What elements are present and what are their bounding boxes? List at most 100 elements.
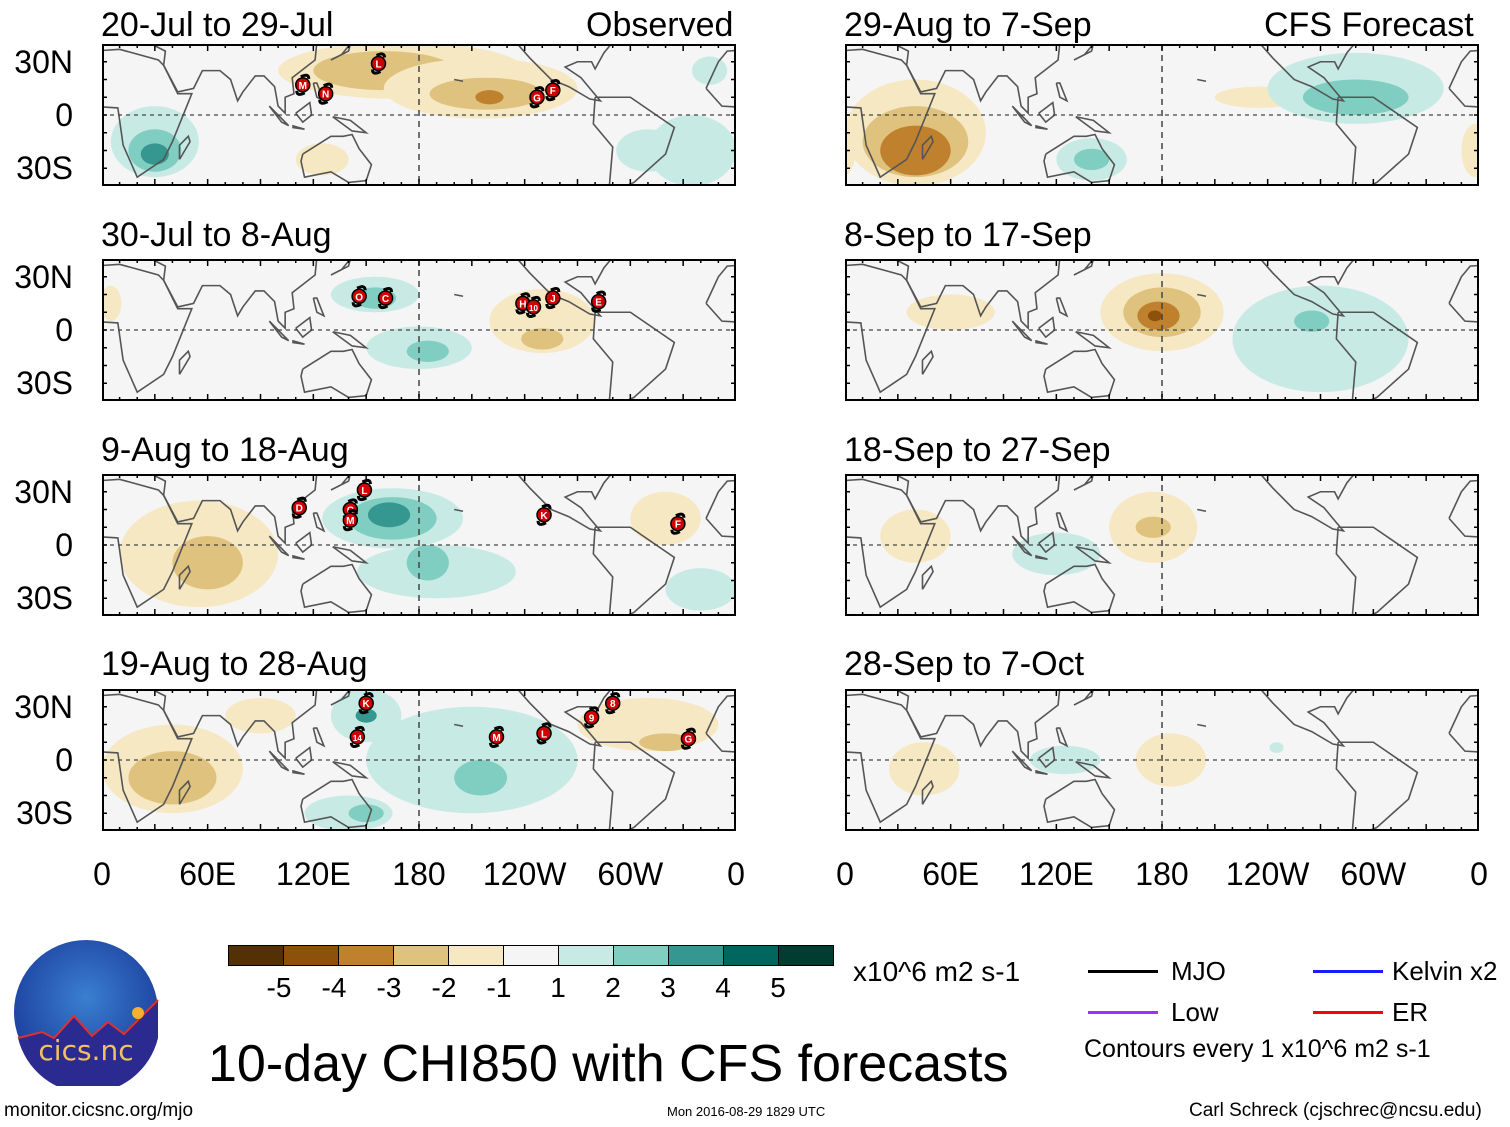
coastline (149, 474, 318, 546)
legend-line-low (1088, 1011, 1158, 1014)
coastline (268, 105, 290, 127)
storm-label: N (322, 90, 329, 101)
coastline (1197, 78, 1207, 83)
tropical-cyclone-marker[interactable]: 10 (525, 295, 542, 319)
anomaly-region (906, 294, 995, 330)
coastline (1034, 554, 1048, 560)
legend-line-kelvin (1313, 970, 1383, 973)
lon-label: 60W (1340, 856, 1407, 892)
lon-label: 180 (1135, 856, 1189, 892)
coastline (149, 259, 318, 331)
anomaly-region (128, 751, 217, 805)
anomaly-region (1269, 742, 1284, 753)
coastline (330, 689, 352, 706)
tropical-cyclone-marker[interactable]: F (545, 79, 561, 102)
panel-title: 9-Aug to 18-Aug (101, 431, 349, 469)
coastline (516, 474, 613, 532)
tropical-cyclone-marker[interactable]: M (295, 73, 311, 96)
coastline (1011, 535, 1033, 557)
contour-note: Contours every 1 x10^6 m2 s-1 (1084, 1035, 1431, 1063)
anomaly-region (304, 795, 393, 831)
anomaly-region (880, 125, 951, 176)
tropical-cyclone-marker[interactable]: K (536, 503, 552, 526)
lon-label: 60E (179, 856, 237, 892)
coastline (332, 545, 369, 564)
lon-label: 0 (93, 856, 111, 892)
coastline (1055, 727, 1069, 748)
coastline (892, 474, 1061, 546)
tropical-cyclone-marker[interactable]: E (590, 290, 607, 313)
colorbar-swatch (393, 945, 449, 966)
coastline (921, 564, 934, 590)
coastline (1197, 293, 1207, 298)
lat-label: 0 (55, 527, 73, 563)
anomaly-region (1294, 310, 1330, 332)
lon-label: 120W (1225, 856, 1310, 892)
panel-title: 8-Sep to 17-Sep (844, 216, 1092, 254)
storm-label: J (550, 294, 556, 305)
coastline (454, 508, 464, 513)
tropical-cyclone-marker[interactable]: G (680, 727, 697, 750)
panel-title: 18-Sep to 27-Sep (844, 431, 1111, 469)
colorbar-label: 1 (550, 972, 566, 1003)
colorbar-swatch (723, 945, 779, 966)
storm-label: E (595, 298, 602, 309)
tropical-cyclone-marker[interactable]: L (370, 52, 387, 75)
coastline (921, 349, 934, 375)
tropical-cyclone-marker[interactable]: D (291, 496, 307, 519)
coastline (1259, 44, 1356, 102)
tropical-cyclone-marker[interactable]: 9 (583, 706, 600, 729)
tropical-cyclone-marker[interactable]: 14 (349, 725, 366, 749)
anomaly-region (295, 143, 349, 176)
tropical-cyclone-marker[interactable]: F (670, 512, 686, 535)
storm-label: L (375, 60, 381, 71)
lon-label: 0 (1470, 856, 1488, 892)
coastline (1055, 512, 1069, 533)
panel-title: 29-Aug to 7-Sep (844, 6, 1092, 44)
colorbar-label: -1 (486, 972, 512, 1003)
storm-label: M (299, 81, 307, 92)
source-url[interactable]: monitor.cicsnc.org/mjo (4, 1100, 194, 1121)
colorbar-swatch (558, 945, 614, 966)
colorbar-label: 2 (605, 972, 621, 1003)
coastline (178, 349, 191, 375)
author-credit: Carl Schreck (cjschrec@ncsu.edu) (1189, 1100, 1482, 1121)
map-frame (102, 689, 736, 831)
coastline (312, 297, 326, 318)
coastline (1073, 259, 1095, 276)
tropical-cyclone-marker[interactable]: M (488, 725, 505, 749)
forecast-label: CFS Forecast (1264, 6, 1474, 44)
coastline (300, 778, 373, 829)
storm-label: 10 (529, 304, 538, 313)
tropical-cyclone-marker[interactable]: G (529, 86, 545, 109)
coastline (1075, 115, 1112, 134)
coastline (454, 723, 464, 728)
storm-label: K (540, 511, 548, 522)
colorbar-label: -3 (376, 972, 402, 1003)
anomaly-region (880, 509, 951, 563)
legend-label-low: Low (1171, 997, 1219, 1027)
coastline (1197, 508, 1207, 513)
tropical-cyclone-marker[interactable]: C (377, 286, 394, 310)
anomaly-region (140, 143, 169, 165)
map-frame (102, 44, 736, 186)
tropical-cyclone-marker[interactable]: J (545, 286, 561, 310)
tropical-cyclone-marker[interactable]: 8 (604, 692, 621, 715)
map-panel (845, 689, 1479, 831)
tropical-cyclone-marker[interactable]: M (342, 509, 359, 532)
coastline (312, 727, 326, 748)
anomaly-region (521, 328, 564, 350)
legend-label-mjo: MJO (1171, 956, 1226, 986)
tropical-cyclone-marker[interactable]: K (358, 692, 374, 715)
tropical-cyclone-marker[interactable]: N (317, 82, 334, 105)
tropical-cyclone-marker[interactable]: L (536, 722, 552, 745)
tropical-cyclone-marker[interactable]: H (515, 292, 531, 315)
coastline (330, 259, 352, 276)
lon-label: 60W (597, 856, 664, 892)
tropical-cyclone-marker[interactable]: L (356, 478, 373, 502)
tropical-cyclone-marker[interactable]: O (351, 285, 367, 308)
coastline (1197, 723, 1207, 728)
colorbar-swatch (338, 945, 394, 966)
coastline (102, 693, 194, 824)
coastline (149, 689, 318, 761)
